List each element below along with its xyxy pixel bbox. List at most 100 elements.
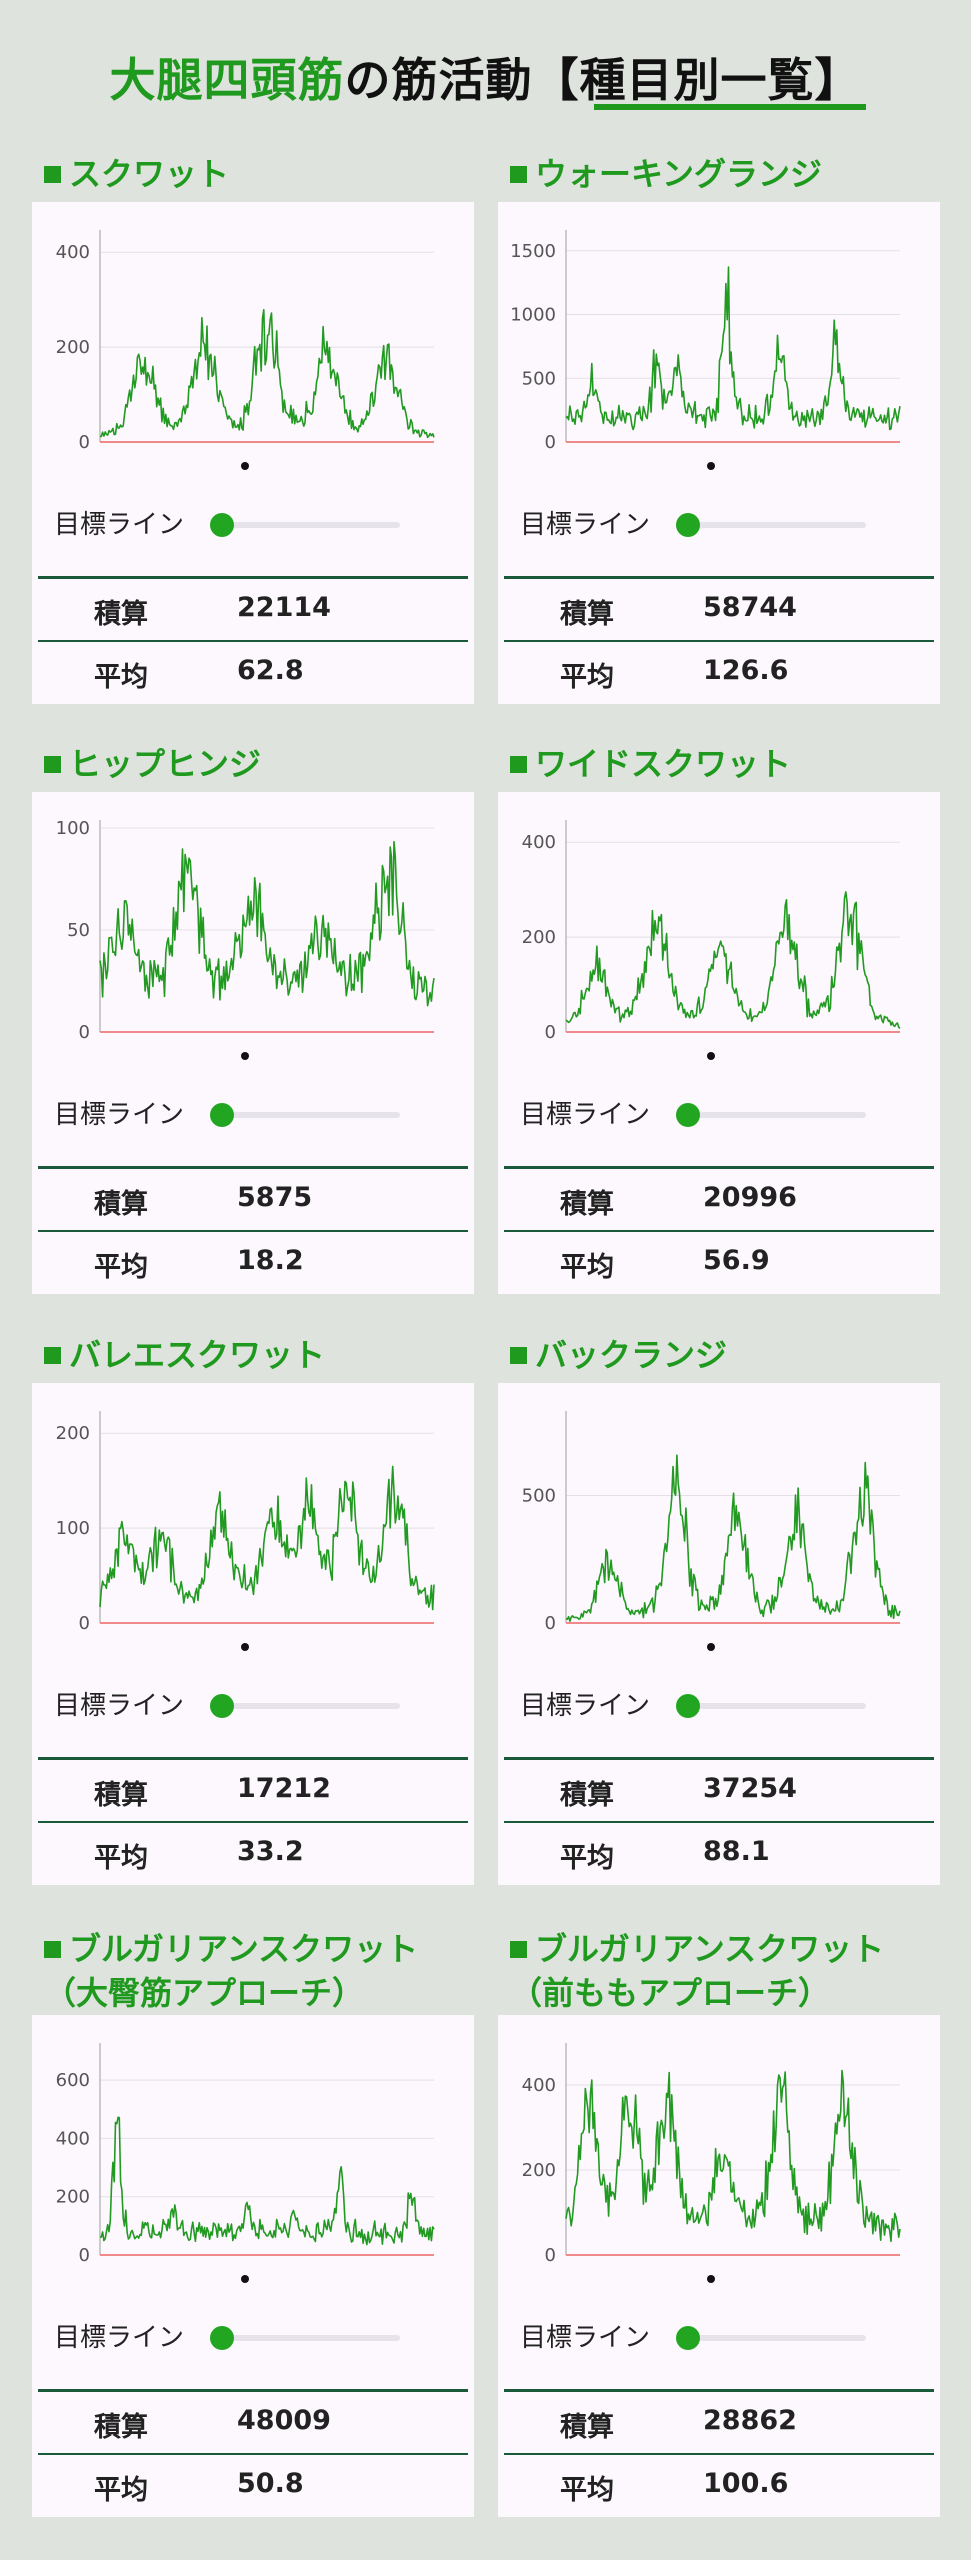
avg-label: 平均 (94, 2475, 148, 2506)
sum-label: 積算 (94, 1189, 148, 1220)
divider (504, 1757, 934, 1760)
divider (38, 1757, 468, 1760)
y-tick-label: 400 (522, 2075, 556, 2096)
y-tick-label: 0 (79, 2245, 90, 2266)
y-tick-label: 500 (522, 1486, 556, 1507)
exercise-heading: ブルガリアンスクワット （大臀筋アプローチ） (44, 1927, 418, 2015)
avg-label: 平均 (560, 1843, 614, 1874)
exercise-card: 0 200 400 600 目標ライン 積算 48009 平均 50.8 (32, 2015, 474, 2517)
avg-value: 126.6 (703, 655, 789, 686)
target-line-slider-track[interactable] (218, 1703, 400, 1709)
emg-series-line (565, 2069, 901, 2243)
y-tick-label: 1500 (510, 241, 556, 262)
y-tick-label: 1000 (510, 305, 556, 326)
exercise-heading: バックランジ (510, 1333, 727, 1377)
y-tick-label: 200 (56, 337, 90, 358)
page-title-accent: 大腿四頭筋 (109, 53, 345, 107)
page-indicator-dot[interactable] (707, 2275, 715, 2283)
divider (504, 1821, 934, 1823)
y-tick-label: 400 (56, 242, 90, 263)
page-indicator-dot[interactable] (241, 462, 249, 470)
target-line-slider-knob[interactable] (676, 1694, 700, 1718)
page-indicator-dot[interactable] (241, 1052, 249, 1060)
y-tick-label: 200 (56, 1423, 90, 1444)
exercise-heading: ヒップヒンジ (44, 742, 261, 786)
avg-label: 平均 (94, 662, 148, 693)
y-tick-label: 100 (56, 818, 90, 839)
exercise-card: 0 200 400 目標ライン 積算 20996 平均 56.9 (498, 792, 940, 1294)
avg-value: 88.1 (703, 1836, 770, 1867)
exercise-subtitle: （大臀筋アプローチ） (44, 1974, 365, 2012)
bullet-square-icon (510, 166, 527, 183)
page-indicator-dot[interactable] (241, 2275, 249, 2283)
bullet-square-icon (44, 1347, 61, 1364)
sum-label: 積算 (560, 599, 614, 630)
y-tick-label: 200 (522, 927, 556, 948)
y-tick-label: 0 (79, 1022, 90, 1043)
sum-label: 積算 (560, 1189, 614, 1220)
exercise-title: ブルガリアンスクワット (535, 1930, 885, 1968)
target-line-slider-track[interactable] (218, 522, 400, 528)
target-line-slider-track[interactable] (218, 2335, 400, 2341)
page-indicator-dot[interactable] (707, 1643, 715, 1651)
target-line-slider-knob[interactable] (210, 1694, 234, 1718)
target-line-slider-track[interactable] (684, 1703, 866, 1709)
avg-value: 33.2 (237, 1836, 304, 1867)
divider (38, 1821, 468, 1823)
page-indicator-dot[interactable] (707, 1052, 715, 1060)
target-line-slider-track[interactable] (684, 2335, 866, 2341)
bullet-square-icon (44, 756, 61, 773)
divider (38, 2389, 468, 2392)
divider (504, 2453, 934, 2455)
avg-label: 平均 (560, 2475, 614, 2506)
divider (504, 2389, 934, 2392)
avg-value: 100.6 (703, 2468, 789, 2499)
emg-series-line (565, 266, 901, 431)
target-line-label: 目標ライン (54, 510, 185, 540)
target-line-slider-knob[interactable] (210, 513, 234, 537)
page-indicator-dot[interactable] (707, 462, 715, 470)
target-line-slider-knob[interactable] (676, 2326, 700, 2350)
target-line-slider-knob[interactable] (676, 513, 700, 537)
target-line-slider-track[interactable] (684, 522, 866, 528)
avg-label: 平均 (560, 662, 614, 693)
avg-label: 平均 (94, 1252, 148, 1283)
target-line-slider-knob[interactable] (210, 2326, 234, 2350)
target-line-label: 目標ライン (520, 1100, 651, 1130)
page-title-rest: の筋活動【種目別一覧】 (344, 53, 862, 107)
avg-value: 62.8 (237, 655, 304, 686)
emg-series-line (99, 1465, 435, 1611)
exercise-title: スクワット (69, 155, 230, 193)
target-line-label: 目標ライン (520, 1691, 651, 1721)
emg-series-line (565, 891, 901, 1029)
emg-series-line (99, 840, 435, 1007)
y-tick-label: 200 (522, 2160, 556, 2181)
avg-value: 18.2 (237, 1245, 304, 1276)
y-tick-label: 0 (545, 432, 556, 453)
bullet-square-icon (44, 166, 61, 183)
divider (504, 1230, 934, 1232)
sum-value: 37254 (703, 1773, 797, 1804)
exercise-subtitle: （前ももアプローチ） (510, 1974, 831, 2012)
exercise-title: バレエスクワット (69, 1336, 326, 1374)
target-line-slider-knob[interactable] (210, 1103, 234, 1127)
target-line-slider-track[interactable] (218, 1112, 400, 1118)
sum-value: 20996 (703, 1182, 797, 1213)
target-line-slider-track[interactable] (684, 1112, 866, 1118)
avg-value: 56.9 (703, 1245, 770, 1276)
target-line-slider-knob[interactable] (676, 1103, 700, 1127)
exercise-card: 0 200 400 目標ライン 積算 22114 平均 62.8 (32, 202, 474, 704)
emg-series-line (99, 2116, 435, 2246)
sum-label: 積算 (94, 599, 148, 630)
sum-label: 積算 (560, 2412, 614, 2443)
divider (38, 1230, 468, 1232)
sum-value: 5875 (237, 1182, 313, 1213)
exercise-card: 0 100 200 目標ライン 積算 17212 平均 33.2 (32, 1383, 474, 1885)
page-indicator-dot[interactable] (241, 1643, 249, 1651)
exercise-heading: ブルガリアンスクワット （前ももアプローチ） (510, 1927, 884, 2015)
y-tick-label: 400 (56, 2128, 90, 2149)
divider (504, 576, 934, 579)
target-line-label: 目標ライン (54, 1100, 185, 1130)
sum-value: 28862 (703, 2405, 797, 2436)
emg-line-chart: 0 200 400 (522, 2043, 901, 2266)
